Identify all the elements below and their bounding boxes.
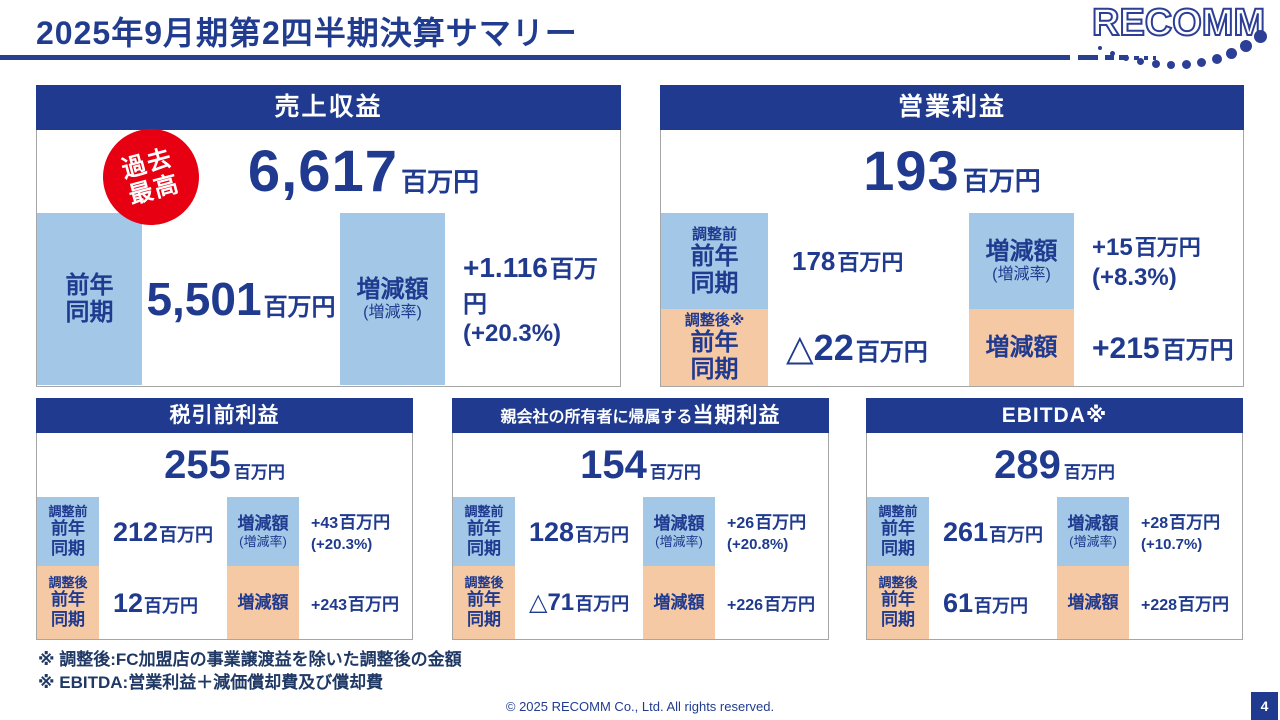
change-unit: 百万円: [1161, 336, 1234, 364]
change-sublabel: (増減率): [992, 265, 1051, 283]
revenue-compare-row: 前年同期 5,501百万円 増減額 (増減率) +1.116百万円 (+20.3…: [37, 213, 620, 385]
change-rate: (+8.3%): [1092, 263, 1177, 291]
operating-post-row: 調整後※ 前年同期 △22百万円 増減額 +215百万円: [661, 309, 1243, 386]
post-adjust-unit: 百万円: [855, 338, 928, 366]
change-unit: 百万円: [1134, 234, 1201, 260]
panel-revenue-body: 6,617 百万円 前年同期 5,501百万円 増減額 (増減率) +1.116…: [36, 130, 621, 387]
page-number: 4: [1251, 692, 1278, 720]
logo-wordmark: RECOMM: [1091, 1, 1266, 45]
operating-unit: 百万円: [962, 166, 1041, 196]
prior-value: 5,501: [146, 273, 262, 325]
post-adjust-note: 調整後※: [684, 312, 745, 329]
post-adjust-value: △22: [786, 326, 854, 368]
panel-netprofit-header: 親会社の所有者に帰属する 当期利益: [452, 398, 829, 433]
revenue-main-value: 6,617 百万円: [37, 130, 620, 213]
revenue-value: 6,617: [247, 139, 399, 204]
panel-operating: 営業利益 193 百万円 調整前 前年同期 178百万円 増減額 (増減率): [660, 85, 1244, 387]
footnote-ebitda: ※ EBITDA:営業利益＋減価償却費及び償却費: [38, 673, 384, 692]
panel-ebitda: EBITDA※ 289 百万円 調整前 前年同期 261百万円 増減額 (増減率…: [866, 398, 1243, 640]
panel-netprofit-title: 当期利益: [692, 404, 781, 427]
panel-operating-title: 営業利益: [897, 93, 1006, 121]
panel-ebitda-header: EBITDA※: [866, 398, 1243, 433]
change-sublabel: (増減率): [363, 303, 422, 321]
pre-adjust-label-cell: 調整前 前年同期: [661, 213, 768, 309]
panel-ebitda-body: 289 百万円 調整前 前年同期 261百万円 増減額 (増減率) +28百万円…: [866, 433, 1243, 640]
panel-revenue-header: 売上収益: [36, 85, 621, 130]
revenue-change-label-cell: 増減額 (増減率): [340, 213, 445, 385]
pretax-main-value: 255 百万円: [164, 443, 285, 487]
operating-pre-row: 調整前 前年同期 178百万円 増減額 (増減率) +15百万円 (+8.3%): [661, 213, 1243, 309]
pretax-pre-row: 調整前 前年同期 212百万円 増減額 (増減率) +43百万円 (+20.3%…: [37, 497, 412, 566]
copyright: © 2025 RECOMM Co., Ltd. All rights reser…: [505, 699, 775, 714]
prior-period-label: 前年同期: [690, 329, 739, 383]
ebitda-pre-row: 調整前 前年同期 261百万円 増減額 (増減率) +28百万円 (+10.7%…: [867, 497, 1242, 566]
prior-period-label: 前年同期: [65, 272, 114, 326]
change-label: 増減額: [985, 237, 1058, 265]
recomm-logo: RECOMM: [1082, 0, 1274, 72]
change-label: 増減額: [356, 275, 429, 303]
post-change-label-cell: 増減額: [969, 309, 1074, 386]
pre-adjust-value: 178: [792, 246, 836, 276]
panel-pretax-title: 税引前利益: [169, 404, 280, 427]
panel-netprofit: 親会社の所有者に帰属する 当期利益 154 百万円 調整前 前年同期 128百万…: [452, 398, 829, 640]
revenue-unit: 百万円: [401, 167, 480, 197]
footnote-adjusted: ※ 調整後:FC加盟店の事業譲渡益を除いた調整後の金額: [38, 650, 462, 669]
post-change-value-cell: +215百万円: [1078, 309, 1243, 386]
panel-operating-header: 営業利益: [660, 85, 1244, 130]
panel-revenue-title: 売上収益: [274, 93, 383, 121]
post-adjust-label-cell: 調整後※ 前年同期: [661, 309, 768, 386]
ebitda-main-value: 289 百万円: [994, 443, 1115, 487]
panel-pretax-body: 255 百万円 調整前 前年同期 212百万円 増減額 (増減率) +43百万円…: [36, 433, 413, 640]
pretax-post-row: 調整後 前年同期 12百万円 増減額 +243百万円: [37, 566, 412, 639]
logo-dots: [1098, 46, 1102, 50]
operating-value: 193: [863, 139, 960, 202]
revenue-change-value-cell: +1.116百万円 (+20.3%): [449, 213, 620, 385]
revenue-prior-label-cell: 前年同期: [37, 213, 142, 385]
panel-pretax: 税引前利益 255 百万円 調整前 前年同期 212百万円 増減額 (増減率): [36, 398, 413, 640]
pre-adjust-note: 調整前: [691, 225, 737, 243]
post-adjust-value-cell: △22百万円: [772, 309, 965, 386]
pre-adjust-value-cell: 178百万円: [772, 213, 965, 309]
netprofit-post-row: 調整後 前年同期 △71百万円 増減額 +226百万円: [453, 566, 828, 639]
ebitda-post-row: 調整後 前年同期 61百万円 増減額 +228百万円: [867, 566, 1242, 639]
panel-operating-body: 193 百万円 調整前 前年同期 178百万円 増減額 (増減率) +15百万円…: [660, 130, 1244, 387]
operating-main-value: 193 百万円: [661, 130, 1243, 213]
pre-change-value-cell: +15百万円 (+8.3%): [1078, 213, 1243, 309]
netprofit-main-value: 154 百万円: [580, 443, 701, 487]
pre-change-label-cell: 増減額 (増減率): [969, 213, 1074, 309]
change-value: +1.116: [463, 252, 548, 283]
panel-netprofit-body: 154 百万円 調整前 前年同期 128百万円 増減額 (増減率) +26百万円…: [452, 433, 829, 640]
pre-adjust-unit: 百万円: [837, 250, 904, 275]
netprofit-pre-row: 調整前 前年同期 128百万円 増減額 (増減率) +26百万円 (+20.8%…: [453, 497, 828, 566]
prior-unit: 百万円: [263, 294, 336, 321]
prior-period-label: 前年同期: [690, 242, 739, 297]
footnotes: ※ 調整後:FC加盟店の事業譲渡益を除いた調整後の金額 ※ EBITDA:営業利…: [38, 648, 462, 694]
revenue-prior-value-cell: 5,501百万円: [146, 213, 336, 385]
panel-ebitda-title: EBITDA※: [1001, 404, 1108, 427]
page-title: 2025年9月期第2四半期決算サマリー: [36, 15, 578, 51]
change-value: +15: [1092, 233, 1133, 261]
title-underline: [0, 55, 1156, 60]
change-rate: (+20.3%): [463, 320, 562, 347]
change-value: +215: [1092, 331, 1160, 365]
change-label: 増減額: [985, 334, 1058, 361]
panel-pretax-header: 税引前利益: [36, 398, 413, 433]
change-unit: 百万円: [463, 256, 598, 318]
panel-revenue: 売上収益 6,617 百万円 前年同期 5,501百万円 増減額 (増減率) +: [36, 85, 621, 387]
